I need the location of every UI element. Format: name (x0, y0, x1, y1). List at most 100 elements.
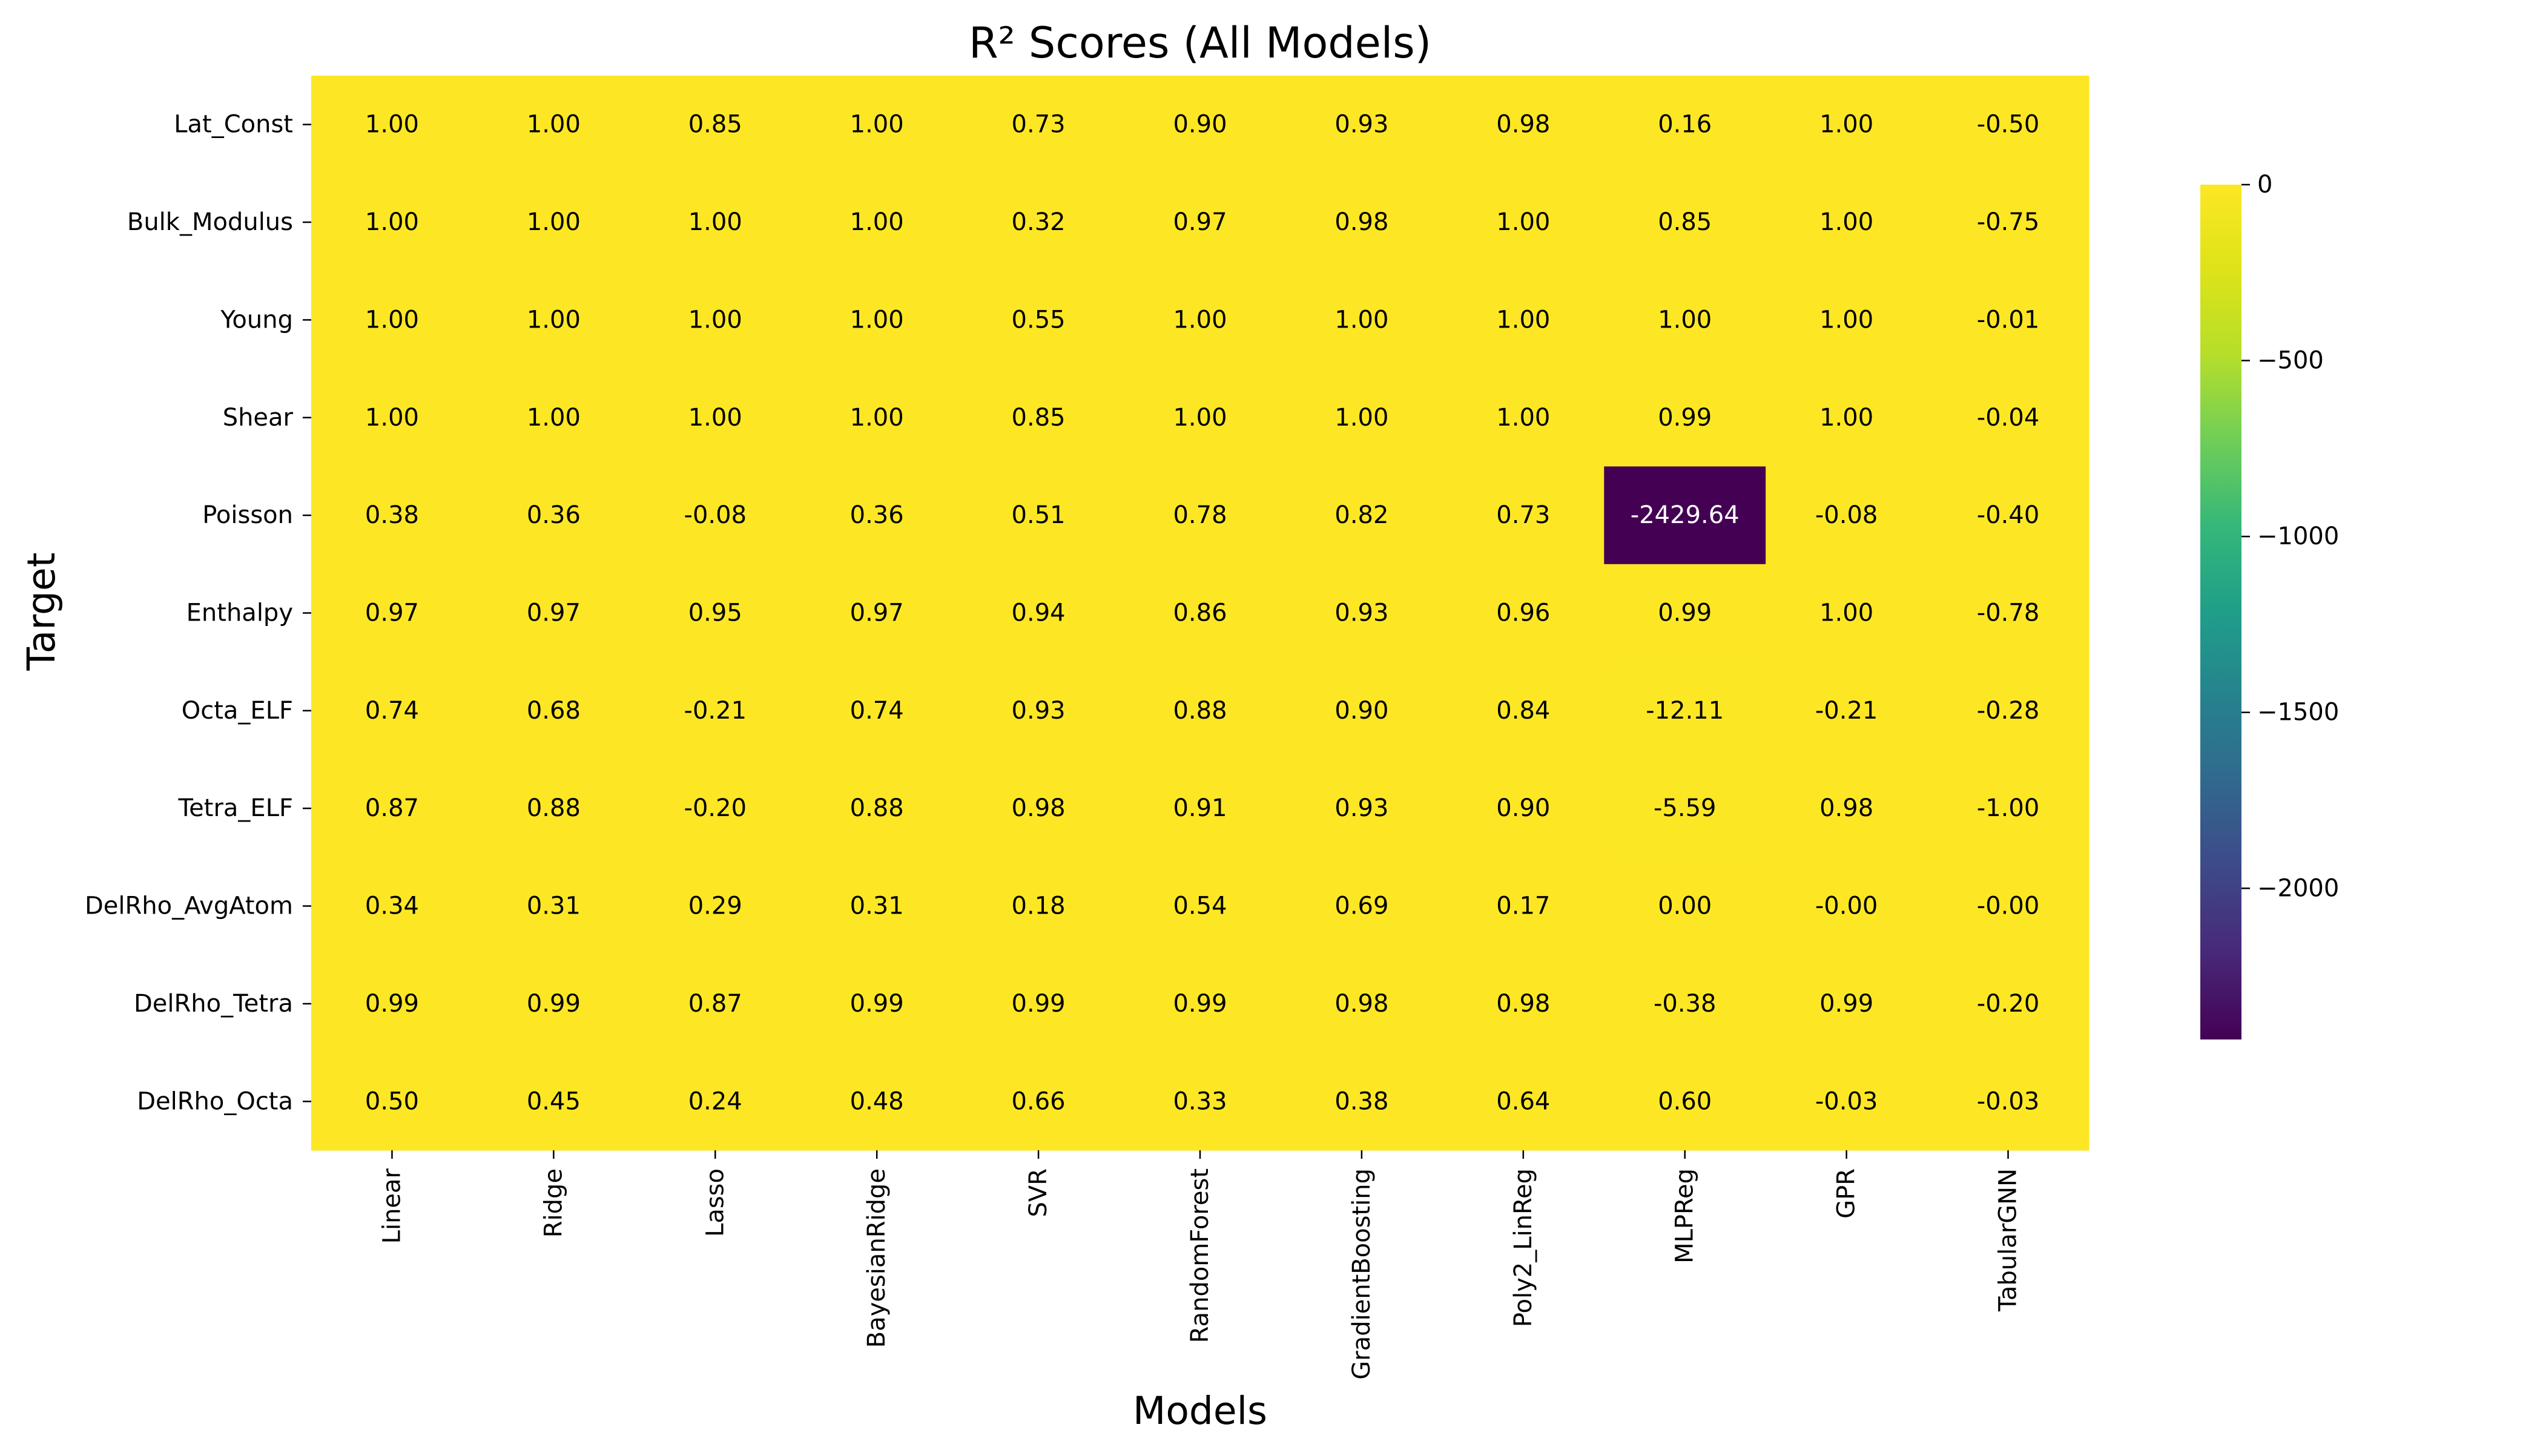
cell-value-label: 0.73 (1012, 111, 1066, 139)
y-tick-label: Shear (223, 404, 294, 432)
heatmap-cell-Young-Ridge (472, 271, 635, 369)
colorbar-tick-label: −2000 (2257, 874, 2339, 902)
cell-value-label: -0.75 (1977, 208, 2040, 236)
cell-value-label: 1.00 (1173, 404, 1227, 432)
heatmap-cell-DelRho_AvgAtom-GPR (1766, 857, 1928, 955)
cell-value-label: 1.00 (1819, 111, 1873, 139)
heatmap-cell-Enthalpy-GPR (1766, 564, 1928, 662)
heatmap-cell-Tetra_ELF-Lasso (634, 759, 797, 858)
cell-value-label: 0.98 (1496, 990, 1550, 1018)
heatmap-cell-Young-MLPReg (1604, 271, 1766, 369)
heatmap-cell-Tetra_ELF-Ridge (472, 759, 635, 858)
heatmap-cell-Enthalpy-Ridge (472, 564, 635, 662)
cell-value-label: 0.85 (688, 111, 742, 139)
cell-value-label: 0.18 (1012, 892, 1066, 920)
heatmap-cell-DelRho_AvgAtom-BayesianRidge (796, 857, 958, 955)
y-tick-label: Tetra_ELF (178, 794, 293, 822)
heatmap-cell-Shear-BayesianRidge (796, 369, 958, 467)
heatmap-cell-Tetra_ELF-GradientBoosting (1281, 759, 1443, 858)
cell-value-label: 0.98 (1334, 208, 1388, 236)
cell-value-label: 0.48 (850, 1087, 904, 1115)
colorbar-ticks: 0 −500 −1000 −1500 −2000 (2241, 171, 2339, 902)
cell-value-label: 0.74 (365, 697, 419, 725)
cell-value-label: 0.64 (1496, 1087, 1550, 1115)
x-tick-label: Linear (378, 1168, 406, 1244)
y-axis-label: Target (19, 553, 64, 671)
heatmap-cell-DelRho_AvgAtom-MLPReg (1604, 857, 1766, 955)
y-tick-label: DelRho_AvgAtom (85, 892, 293, 920)
cell-value-label: 0.90 (1496, 794, 1550, 822)
colorbar-tick-label: −1000 (2257, 522, 2339, 550)
cell-value-label: 0.82 (1334, 501, 1388, 529)
heatmap-cell-DelRho_Tetra-Ridge (472, 955, 635, 1053)
cell-value-label: 0.74 (850, 697, 904, 725)
cell-value-label: -0.21 (684, 697, 747, 725)
cell-value-label: -0.08 (1815, 501, 1878, 529)
heatmap-cell-Lat_Const-GPR (1766, 76, 1928, 174)
x-tick-label: MLPReg (1671, 1168, 1699, 1263)
chart-title: R² Scores (All Models) (969, 18, 1431, 68)
heatmap-cell-Octa_ELF-GradientBoosting (1281, 662, 1443, 760)
colorbar-tick-label: −1500 (2257, 699, 2339, 726)
cell-value-label: -0.38 (1654, 990, 1717, 1018)
cell-value-label: 0.84 (1496, 697, 1550, 725)
cell-value-label: -0.00 (1815, 892, 1878, 920)
heatmap-cell-DelRho_Tetra-RandomForest (1119, 955, 1282, 1053)
y-tick-label: Poisson (202, 501, 293, 529)
heatmap-cell-Bulk_Modulus-Ridge (472, 173, 635, 272)
cell-value-label: 1.00 (1819, 306, 1873, 334)
heatmap-cell-DelRho_AvgAtom-RandomForest (1119, 857, 1282, 955)
heatmap-cell-Shear-Linear (311, 369, 473, 467)
heatmap-cell-Poisson-TabularGNN (1927, 466, 2089, 565)
x-tick-label: RandomForest (1186, 1168, 1214, 1343)
heatmap-cell-DelRho_Octa-Linear (311, 1052, 473, 1151)
heatmap-cell-Bulk_Modulus-TabularGNN (1927, 173, 2089, 272)
heatmap-cell-DelRho_Tetra-Linear (311, 955, 473, 1053)
y-tick-labels: Lat_Const Bulk_Modulus Young Shear Poisson En… (85, 111, 311, 1115)
heatmap-cell-Shear-Ridge (472, 369, 635, 467)
heatmap-cell-Tetra_ELF-Linear (311, 759, 473, 858)
cell-value-label: 1.00 (688, 208, 742, 236)
cell-value-label: 0.55 (1012, 306, 1066, 334)
cell-value-label: 1.00 (527, 404, 581, 432)
cell-value-label: -0.00 (1977, 892, 2040, 920)
heatmap-cell-DelRho_Octa-MLPReg (1604, 1052, 1766, 1151)
heatmap-cell-Lat_Const-TabularGNN (1927, 76, 2089, 174)
heatmap-cell-Lat_Const-SVR (957, 76, 1120, 174)
cell-value-label: -2429.64 (1631, 501, 1740, 529)
heatmap-cell-Bulk_Modulus-Linear (311, 173, 473, 272)
cell-value-label: 0.54 (1173, 892, 1227, 920)
heatmap-cell-DelRho_AvgAtom-GradientBoosting (1281, 857, 1443, 955)
cell-value-label: -0.03 (1815, 1087, 1878, 1115)
heatmap-cell-Bulk_Modulus-RandomForest (1119, 173, 1282, 272)
cell-value-label: 1.00 (527, 306, 581, 334)
cell-value-label: 0.97 (365, 599, 419, 627)
cell-value-label: 0.97 (527, 599, 581, 627)
heatmap-cell-Shear-GPR (1766, 369, 1928, 467)
heatmap-cell-DelRho_Tetra-TabularGNN (1927, 955, 2089, 1053)
cell-value-label: 1.00 (850, 306, 904, 334)
heatmap-cell-Bulk_Modulus-GradientBoosting (1281, 173, 1443, 272)
cell-value-label: 0.68 (527, 697, 581, 725)
cell-value-label: 1.00 (1496, 208, 1550, 236)
cell-value-label: 0.78 (1173, 501, 1227, 529)
cell-value-label: -0.20 (684, 794, 747, 822)
heatmap-cell-DelRho_Tetra-SVR (957, 955, 1120, 1053)
heatmap-cell-Bulk_Modulus-BayesianRidge (796, 173, 958, 272)
x-tick-label: BayesianRidge (863, 1168, 891, 1348)
cell-value-label: 0.88 (527, 794, 581, 822)
heatmap-cell-Young-RandomForest (1119, 271, 1282, 369)
heatmap-cell-DelRho_Octa-BayesianRidge (796, 1052, 958, 1151)
heatmap-cell-DelRho_Tetra-Poly2_LinReg (1442, 955, 1605, 1053)
cell-value-label: 1.00 (1658, 306, 1712, 334)
cell-value-label: 0.34 (365, 892, 419, 920)
heatmap-cell-Tetra_ELF-RandomForest (1119, 759, 1282, 858)
heatmap-cell-Octa_ELF-RandomForest (1119, 662, 1282, 760)
cell-value-label: -0.78 (1977, 599, 2040, 627)
cell-value-label: -0.28 (1977, 697, 2040, 725)
heatmap-cell-DelRho_AvgAtom-Ridge (472, 857, 635, 955)
cell-value-label: 0.93 (1334, 111, 1388, 139)
cell-value-label: 0.88 (1173, 697, 1227, 725)
cell-value-label: 1.00 (1819, 599, 1873, 627)
